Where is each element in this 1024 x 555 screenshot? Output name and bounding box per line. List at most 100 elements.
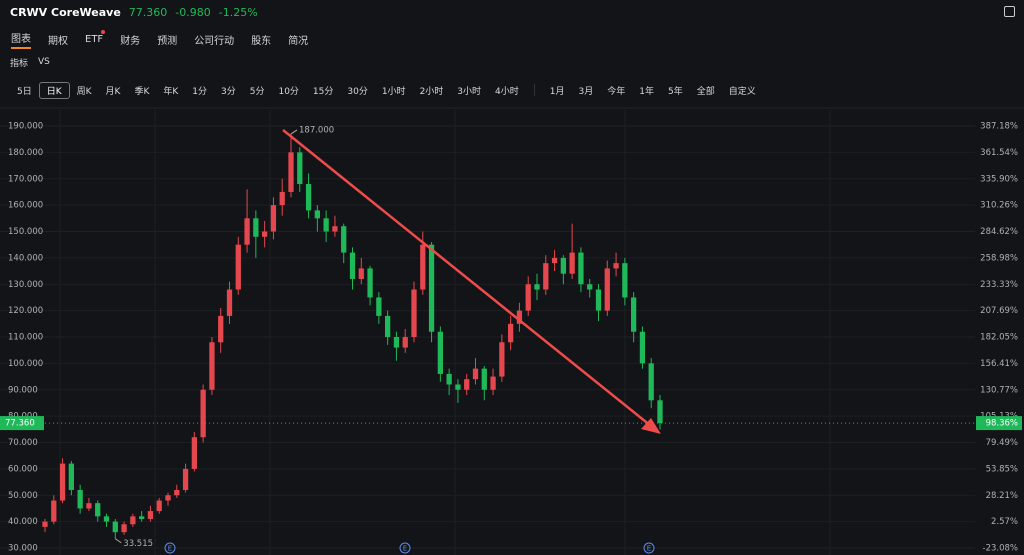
candle-body: [270, 205, 277, 232]
range[interactable]: 3月: [578, 86, 594, 97]
candle-body: [139, 516, 145, 519]
candle-body: [121, 524, 127, 533]
ticker: CRWV CoreWeave: [10, 5, 121, 19]
period[interactable]: 季K: [134, 86, 150, 97]
range[interactable]: 5年: [667, 86, 683, 97]
tab[interactable]: 预测: [157, 35, 178, 47]
candle-body: [130, 516, 136, 525]
candle-body: [200, 389, 206, 438]
last-price-label: 77.360: [5, 419, 35, 429]
candle-body: [147, 511, 154, 519]
candle-body: [508, 323, 514, 343]
candle-body: [349, 252, 356, 279]
range[interactable]: 1月: [549, 86, 565, 97]
candle-body: [182, 468, 189, 490]
y2-tick-label: 258.98%: [980, 253, 1018, 263]
period[interactable]: 1小时: [381, 86, 406, 97]
exit-icon[interactable]: [1004, 6, 1015, 17]
candle-body: [191, 437, 197, 469]
candle-body: [516, 310, 523, 324]
y-tick-label: 130.000: [8, 280, 43, 290]
candle-body: [332, 226, 338, 232]
arrow-head: [641, 418, 661, 434]
min-label: 33.515: [123, 539, 153, 549]
last-pct-label: 98.36%: [986, 419, 1018, 429]
y2-tick-label: 335.90%: [980, 174, 1018, 184]
tab[interactable]: 公司行动: [194, 35, 235, 47]
candle-body: [51, 500, 57, 522]
candle-body: [613, 263, 619, 269]
candle-body: [560, 257, 566, 274]
y2-tick-label: 284.62%: [980, 227, 1018, 237]
range[interactable]: 1年: [639, 86, 654, 97]
min-leader: [115, 538, 122, 544]
y-tick-label: 60.000: [8, 464, 38, 474]
candle-body: [543, 263, 549, 290]
max-label: 187.000: [299, 125, 334, 135]
tab[interactable]: 期权: [48, 35, 68, 47]
event-marker: [399, 542, 411, 554]
y-tick-label: 160.000: [8, 201, 43, 211]
tab[interactable]: 简况: [288, 35, 309, 47]
y2-tick-label: -23.08%: [983, 544, 1018, 554]
tool[interactable]: VS: [38, 57, 50, 67]
period[interactable]: 日K: [38, 81, 70, 99]
candle-body: [68, 463, 74, 490]
candle-body: [95, 503, 101, 517]
candle-body: [165, 495, 171, 501]
candle-body: [578, 252, 584, 285]
period[interactable]: 15分: [312, 86, 334, 97]
max-leader: [290, 129, 298, 135]
period[interactable]: 1分: [192, 86, 207, 97]
range[interactable]: 全部: [696, 86, 715, 97]
candle-body: [42, 521, 48, 527]
period[interactable]: 3小时: [457, 86, 482, 97]
period[interactable]: 5日: [17, 86, 32, 97]
period[interactable]: 2小时: [419, 86, 444, 97]
tab[interactable]: 图表: [11, 30, 31, 49]
period[interactable]: 30分: [347, 86, 368, 97]
period[interactable]: 月K: [105, 86, 121, 97]
candle-body: [464, 379, 470, 390]
y2-tick-label: 156.41%: [980, 359, 1018, 369]
last-pct-box: [976, 416, 1022, 431]
candle-body: [59, 463, 66, 501]
y-tick-label: 100.000: [8, 359, 43, 369]
period[interactable]: 4小时: [495, 86, 519, 97]
y2-tick-label: 28.21%: [986, 491, 1018, 501]
range[interactable]: 今年: [607, 86, 626, 97]
candle-body: [297, 152, 303, 185]
tab[interactable]: 财务: [120, 35, 141, 47]
period[interactable]: 10分: [278, 86, 299, 97]
period[interactable]: 3分: [221, 86, 236, 97]
y-tick-label: 30.000: [8, 544, 38, 554]
period[interactable]: 年K: [163, 86, 179, 97]
candle-body: [288, 152, 294, 192]
candle-body: [156, 500, 162, 512]
candle-body: [77, 489, 83, 509]
y-tick-label: 150.000: [8, 227, 43, 237]
y2-tick-label: 130.77%: [980, 385, 1018, 395]
candle-body: [420, 244, 426, 290]
y-tick-label: 190.000: [8, 122, 43, 132]
separator: [533, 84, 535, 96]
candle-body: [314, 210, 320, 219]
trend-arrow[interactable]: [282, 129, 657, 431]
range[interactable]: 自定义: [728, 86, 756, 97]
tool[interactable]: 指标: [10, 58, 29, 69]
candle-body: [402, 337, 408, 348]
change: -0.980: [175, 5, 211, 19]
y-tick-label: 90.000: [8, 385, 38, 395]
badge: [101, 30, 105, 34]
y2-tick-label: 207.69%: [980, 306, 1018, 316]
candle-body: [358, 268, 364, 279]
tab[interactable]: ETF: [85, 33, 104, 45]
candle-body: [534, 284, 540, 290]
tab[interactable]: 股东: [251, 35, 272, 47]
candle-body: [622, 263, 628, 298]
period[interactable]: 周K: [76, 86, 92, 97]
y2-tick-label: 387.18%: [980, 122, 1018, 132]
period[interactable]: 5分: [249, 86, 265, 97]
